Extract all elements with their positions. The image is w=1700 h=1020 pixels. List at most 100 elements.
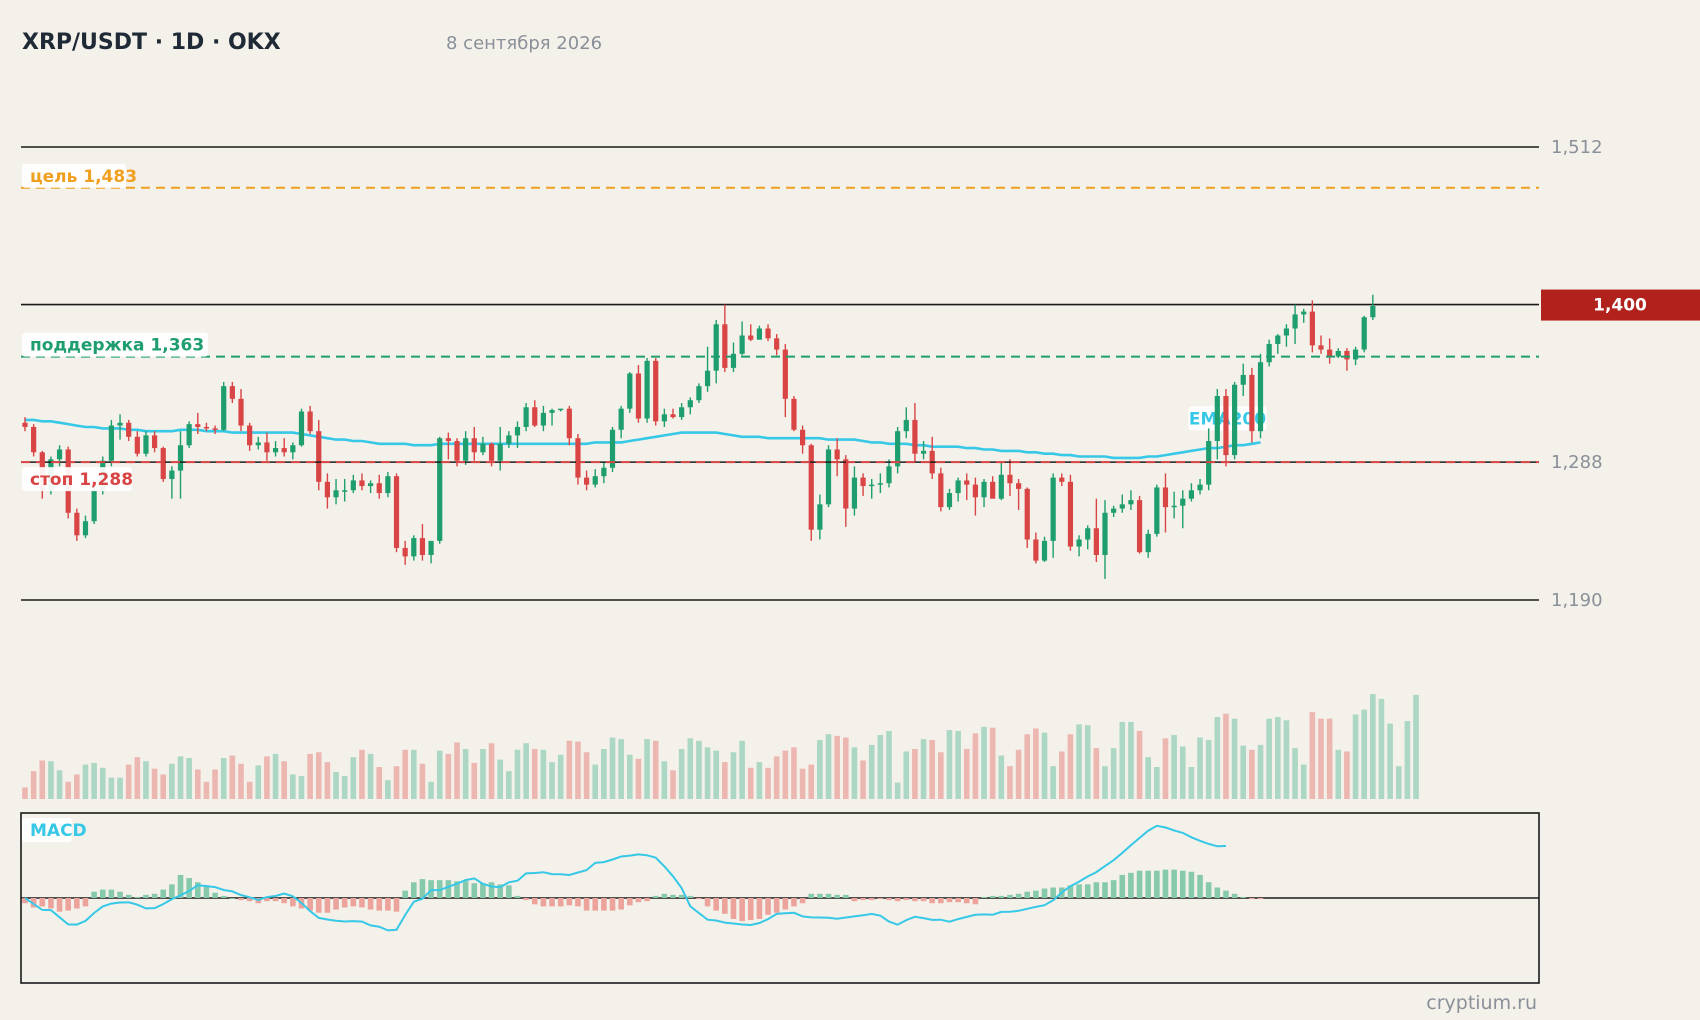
volume-bar: [1283, 720, 1290, 799]
candle-up: [895, 426, 901, 474]
candle-up: [1180, 490, 1186, 529]
volume-bars: [22, 694, 1419, 799]
candle-down: [912, 403, 918, 463]
candle-down: [972, 477, 978, 516]
candle-body: [566, 408, 572, 439]
candle-body: [998, 474, 1004, 499]
volume-bar: [1266, 718, 1272, 799]
macd-histogram-bar: [22, 898, 28, 904]
candle-body: [221, 386, 227, 430]
candle-up: [186, 421, 192, 449]
candle-body: [1283, 328, 1290, 336]
candle-body: [1344, 350, 1350, 360]
candle-body: [22, 422, 28, 427]
volume-bar: [540, 749, 547, 799]
candle-body: [990, 481, 996, 499]
candle-up: [1041, 536, 1048, 563]
volume-bar: [765, 767, 771, 799]
macd-histogram-bar: [169, 884, 175, 898]
volume-bar: [143, 761, 149, 799]
macd-histogram-bar: [661, 893, 668, 898]
candle-body: [411, 538, 417, 557]
volume-bar: [229, 755, 236, 799]
volume-bar: [722, 762, 728, 799]
candle-body: [1318, 345, 1324, 350]
candle-up: [523, 403, 529, 432]
candle-body: [1188, 490, 1194, 499]
volume-bar: [1076, 724, 1082, 799]
candle-body: [765, 328, 771, 339]
candle-down: [584, 470, 590, 491]
volume-bar: [566, 740, 573, 799]
macd-histogram-bar: [601, 898, 607, 911]
volume-bar: [670, 770, 676, 799]
volume-bar: [1171, 735, 1177, 799]
volume-bar: [1015, 749, 1022, 799]
macd-label: MACD: [30, 821, 87, 841]
volume-bar: [955, 730, 961, 799]
volume-bar: [851, 747, 858, 799]
candle-body: [1041, 540, 1048, 561]
candle-body: [1024, 488, 1030, 540]
volume-bar: [1033, 728, 1039, 799]
candle-up: [877, 473, 883, 494]
candle-up: [108, 419, 114, 467]
volume-bar: [886, 730, 892, 799]
candle-down: [419, 524, 426, 561]
last-price-tag: [1541, 289, 1700, 321]
volume-bar: [350, 757, 357, 799]
volume-bar: [117, 777, 123, 799]
volume-bar: [48, 761, 54, 799]
candle-body: [342, 490, 348, 492]
volume-bar: [1059, 751, 1065, 799]
candle-down: [938, 467, 944, 512]
candle-up: [272, 441, 279, 457]
volume-bar: [549, 762, 555, 799]
volume-bar: [592, 764, 599, 799]
candle-body: [428, 540, 434, 555]
volume-bar: [1378, 698, 1385, 799]
candle-down: [1327, 338, 1333, 364]
macd-histogram-bar: [817, 893, 823, 898]
candle-down: [152, 431, 158, 453]
candle-body: [981, 481, 987, 498]
macd-histogram-bar: [747, 898, 754, 921]
candle-body: [730, 353, 737, 368]
macd-histogram-bar: [963, 898, 970, 904]
candle-body: [972, 484, 978, 498]
candle-down: [860, 473, 866, 496]
chart-date: 8 сентября 2026: [446, 33, 602, 54]
volume-bar: [246, 781, 253, 799]
candle-down: [1318, 335, 1324, 354]
candle-down: [800, 425, 806, 454]
candle-body: [368, 483, 374, 487]
macd-histogram-bar: [350, 898, 357, 907]
volume-bar: [385, 780, 391, 799]
volume-bar: [1119, 721, 1126, 799]
volume-bar: [1413, 694, 1419, 799]
candle-up: [1111, 505, 1117, 517]
ema200-path: [25, 418, 1261, 460]
volume-bar: [506, 771, 512, 799]
candle-up: [1335, 348, 1341, 359]
macd-histogram-bar: [713, 898, 719, 911]
macd-histogram-bar: [773, 898, 780, 913]
candle-body: [644, 360, 650, 419]
price-gridlines: 1,512 1,288 1,190: [21, 137, 1603, 611]
candle-up: [1275, 334, 1281, 354]
candle-down: [1162, 473, 1169, 533]
volume-bar: [445, 753, 452, 799]
candle-body: [91, 490, 97, 522]
candle-body: [471, 438, 477, 453]
volume-bar: [1335, 749, 1342, 799]
candle-up: [1128, 490, 1134, 510]
candle-down: [134, 431, 140, 457]
candle-body: [480, 443, 486, 453]
macd-histogram-bar: [445, 880, 452, 898]
candle-body: [558, 408, 564, 411]
candle-body: [195, 424, 201, 427]
candle-up: [177, 431, 184, 499]
candle-down: [1249, 367, 1255, 443]
macd-histogram-bar: [851, 898, 858, 902]
candle-up: [368, 480, 374, 494]
